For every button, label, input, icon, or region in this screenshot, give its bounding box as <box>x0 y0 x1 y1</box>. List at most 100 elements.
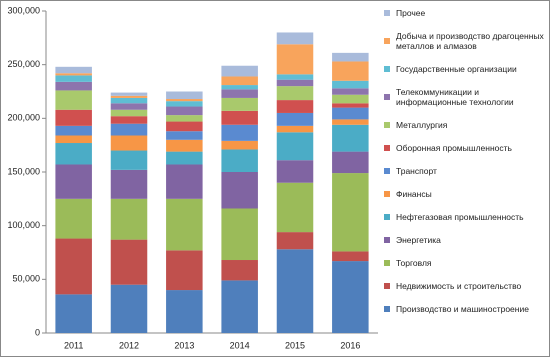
legend-item: Финансы <box>384 189 544 199</box>
bar-segment <box>166 139 203 152</box>
bar-segment <box>276 249 314 333</box>
bar-segment <box>166 101 203 107</box>
legend-label: Прочее <box>396 8 426 18</box>
bar-segment <box>332 61 369 81</box>
bar-segment <box>166 91 203 100</box>
bar-segment <box>166 121 203 132</box>
bar-segment <box>221 89 258 98</box>
bar-segment <box>221 85 258 90</box>
legend-item: Производство и машиностроение <box>384 304 544 314</box>
bar-segment <box>221 76 258 86</box>
legend-swatch <box>384 145 390 151</box>
legend-swatch <box>384 260 390 266</box>
bar-segment <box>110 116 148 124</box>
bar-segment <box>55 143 92 165</box>
bar-segment <box>221 124 258 141</box>
bar-segment <box>221 97 258 111</box>
bar-segment <box>166 115 203 122</box>
bar-segment <box>110 97 148 104</box>
x-tick-label: 2015 <box>285 340 305 350</box>
bar-segment <box>110 198 148 240</box>
y-tick-label: 150,000 <box>7 166 40 176</box>
bar-segment <box>110 95 148 98</box>
bar-segment <box>332 173 369 252</box>
legend-label: Оборонная промышленность <box>396 143 512 153</box>
bar-segment <box>221 260 258 281</box>
legend-swatch <box>384 94 390 100</box>
bar-segment <box>221 110 258 125</box>
legend-swatch <box>384 122 390 128</box>
bar-segment <box>166 106 203 116</box>
legend-label: Телекоммуникации и информационные технол… <box>396 87 514 107</box>
legend-item: Металлургия <box>384 120 544 130</box>
legend-item: Оборонная промышленность <box>384 143 544 153</box>
legend-swatch <box>384 38 390 44</box>
bar-segment <box>55 73 92 76</box>
legend-swatch <box>384 283 390 289</box>
bar-segment <box>110 135 148 151</box>
legend-swatch <box>384 237 390 243</box>
legend-swatch <box>384 168 390 174</box>
bar-segment <box>221 65 258 77</box>
legend: Прочее Добыча и производство драгоценных … <box>384 8 544 314</box>
legend-item: Торговля <box>384 258 544 268</box>
bar-segment <box>276 79 314 87</box>
legend-swatch <box>384 10 390 16</box>
bar-segment <box>221 172 258 209</box>
bar-segment <box>166 250 203 291</box>
bar-segment <box>332 119 369 125</box>
x-tick-label: 2011 <box>64 340 83 350</box>
bar-segment <box>221 140 258 150</box>
bar-segment <box>166 164 203 199</box>
bar-segment <box>55 294 92 333</box>
bar-segment <box>55 164 92 199</box>
bar-segment <box>55 125 92 136</box>
x-tick-label: 2013 <box>174 340 194 350</box>
bar-segment <box>55 75 92 82</box>
bar-segment <box>221 208 258 261</box>
legend-swatch <box>384 66 390 72</box>
bar-segment <box>110 103 148 110</box>
legend-label: Транспорт <box>396 166 437 176</box>
bar-segment <box>221 149 258 172</box>
bar-segment <box>55 238 92 295</box>
bar-segment <box>276 112 314 126</box>
legend-label: Недвижимость и строительство <box>396 281 522 291</box>
bar-segment <box>166 151 203 165</box>
legend-label: Торговля <box>396 258 432 268</box>
bar-segment <box>332 107 369 120</box>
legend-swatch <box>384 306 390 312</box>
y-tick-label: 200,000 <box>7 113 40 123</box>
y-tick-label: 0 <box>35 327 40 337</box>
bar-segment <box>55 81 92 91</box>
legend-item: Энергетика <box>384 235 544 245</box>
legend-label: Финансы <box>396 189 432 199</box>
bar-segment <box>55 109 92 126</box>
y-tick-label: 250,000 <box>7 59 40 69</box>
legend-swatch <box>384 191 390 197</box>
legend-label: Добыча и производство драгоценных металл… <box>396 31 544 51</box>
bar-segment <box>276 74 314 80</box>
bar-segment <box>332 94 369 104</box>
bar-segment <box>221 280 258 333</box>
bar-segment <box>276 125 314 133</box>
legend-label: Производство и машиностроение <box>396 304 529 314</box>
bar-segment <box>110 123 148 136</box>
y-tick-label: 100,000 <box>7 220 40 230</box>
legend-label: Энергетика <box>396 235 441 245</box>
bar-segment <box>166 131 203 140</box>
bar-segment <box>332 52 369 62</box>
x-tick-label: 2014 <box>230 340 250 350</box>
bar-segment <box>166 99 203 102</box>
bar-segment <box>110 150 148 170</box>
legend-item: Прочее <box>384 8 544 18</box>
bar-segment <box>55 198 92 239</box>
bar-segment <box>110 284 148 333</box>
bar-segment <box>332 88 369 95</box>
bar-segment <box>276 32 314 45</box>
y-tick-label: 300,000 <box>7 5 40 15</box>
bar-segment <box>55 90 92 110</box>
y-tick-label: 50,000 <box>12 274 40 284</box>
